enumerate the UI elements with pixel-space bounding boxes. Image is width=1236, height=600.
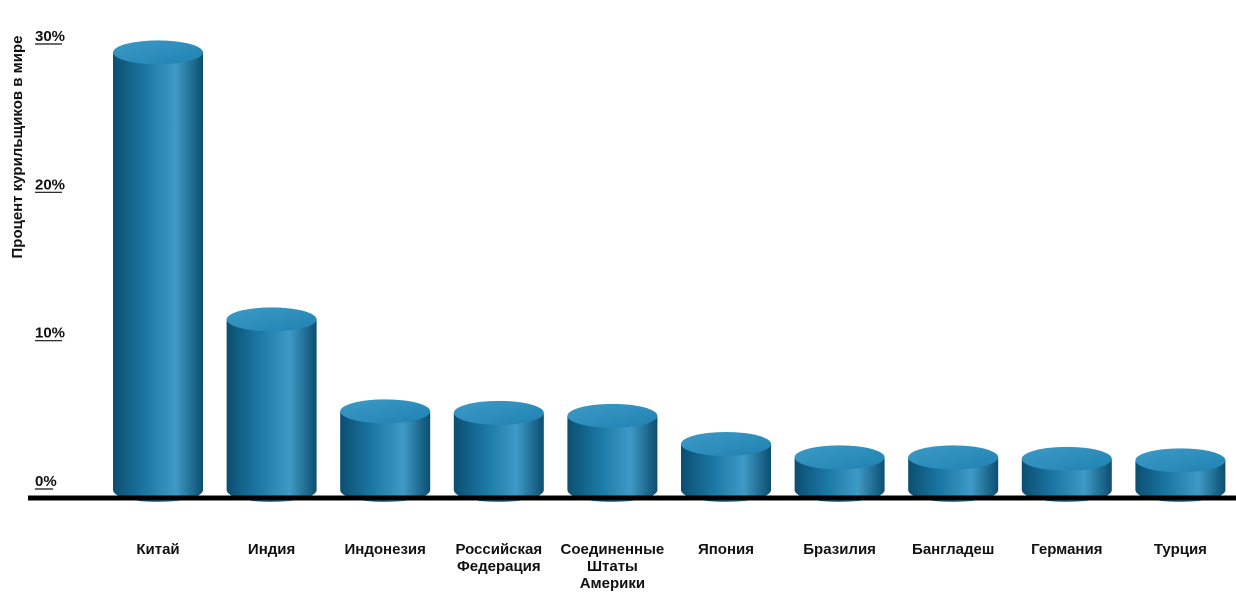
bar-body [1135, 460, 1226, 503]
category-label: Китай [136, 541, 179, 558]
bar-top [567, 403, 658, 428]
bar-body [453, 412, 544, 503]
category-label: Соединенные Штаты Америки [561, 541, 665, 592]
bar [567, 403, 658, 503]
category-label: Индонезия [345, 541, 426, 558]
y-tick-label: 0% [35, 473, 57, 490]
bar-top [226, 307, 317, 332]
bar-top [453, 400, 544, 425]
category-labels: Китай Индия Индонезия Российская Федерация Со… [136, 541, 1207, 592]
bar [908, 445, 999, 503]
bar [453, 400, 544, 503]
category-label: Российская Федерация [455, 541, 542, 575]
bar-body [681, 444, 771, 502]
category-label: Индия [248, 541, 295, 558]
bar-body [1021, 458, 1112, 503]
y-axis-ticks: 0% 10% 20% 30% [35, 28, 65, 490]
y-tick-label: 20% [35, 176, 65, 193]
y-tick-label: 10% [35, 325, 65, 342]
bar [226, 307, 317, 503]
y-tick-label: 30% [35, 28, 65, 45]
bar [1135, 448, 1226, 503]
y-axis-label-group: Процент курильщиков в мире [9, 36, 26, 259]
bar [340, 399, 431, 503]
y-axis-label: Процент курильщиков в мире [9, 36, 26, 259]
bar-top [908, 445, 999, 470]
bar-body [908, 457, 999, 503]
bar-body [340, 411, 431, 503]
bar-body [794, 457, 885, 503]
bar-body [226, 319, 317, 503]
category-label: Бразилия [803, 541, 876, 558]
bar-top [113, 40, 203, 65]
bar [113, 40, 203, 503]
category-label: Бангладеш [912, 541, 994, 558]
category-label: Япония [698, 541, 754, 558]
bar [1021, 446, 1112, 503]
category-label: Турция [1154, 541, 1207, 558]
bars [113, 40, 1226, 503]
bar-top [340, 399, 431, 424]
bar-top [681, 432, 771, 457]
bar-body [567, 415, 658, 503]
bar-top [794, 445, 885, 470]
bar-body [113, 52, 203, 503]
bar [681, 432, 771, 502]
bar [794, 445, 885, 503]
bar-top [1021, 446, 1112, 471]
bar-top [1135, 448, 1226, 473]
category-label: Германия [1031, 541, 1102, 558]
